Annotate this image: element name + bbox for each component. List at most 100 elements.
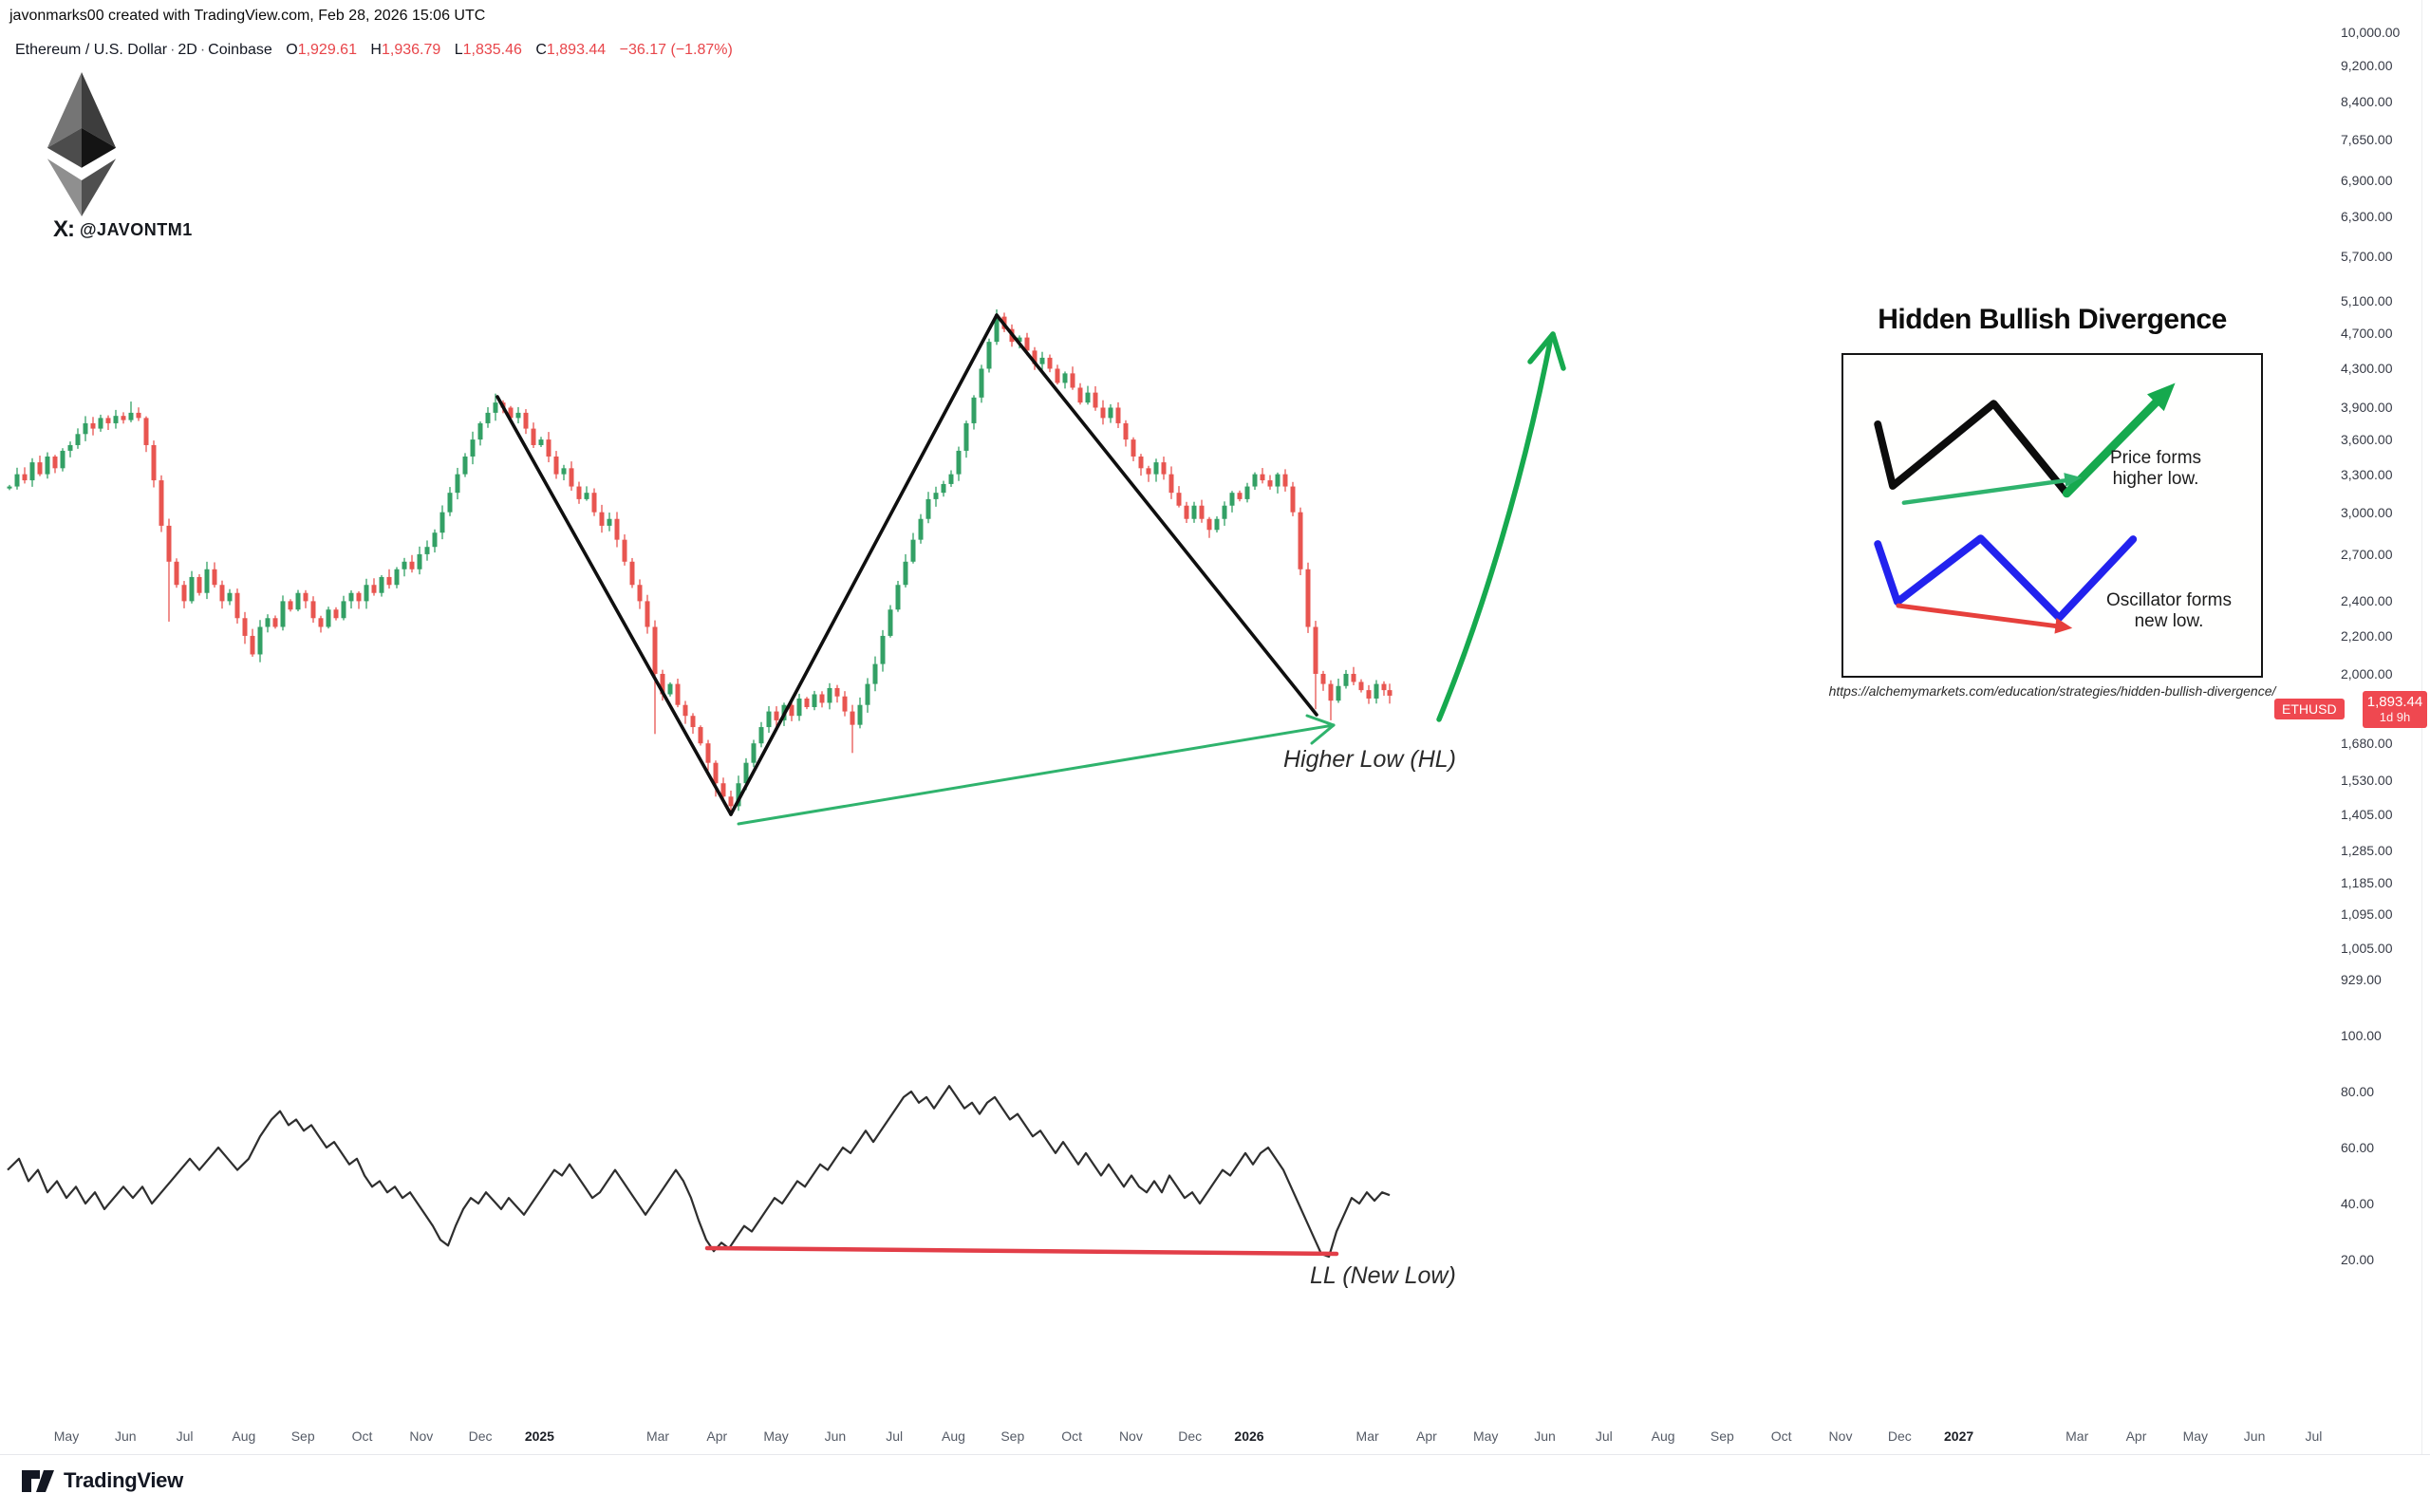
higher-low-annotation: Higher Low (HL) <box>1283 746 1457 773</box>
open-letter: O <box>286 42 298 58</box>
symbol-info-bar: Ethereum / U.S. Dollar · 2D · Coinbase O1,92… <box>15 42 733 59</box>
low-letter: L <box>454 42 463 58</box>
time-axis-month-label: Aug <box>1651 1428 1675 1444</box>
time-axis-month-label: Jul <box>176 1428 194 1444</box>
price-axis-tick: 7,650.00 <box>2341 131 2393 147</box>
inset-diagram-box <box>1841 353 2263 678</box>
time-axis-month-label: May <box>763 1428 789 1444</box>
bullish-projection-arrow-head <box>1527 331 1556 364</box>
price-axis-tick: 3,000.00 <box>2341 504 2393 520</box>
price-axis-tick: 1,185.00 <box>2341 874 2393 890</box>
source-url: https://alchemymarkets.com/education/str… <box>1828 683 2276 699</box>
bar-countdown: 1d 9h <box>2379 710 2411 724</box>
price-axis-tick: 6,300.00 <box>2341 209 2393 225</box>
price-axis-tick: 1,530.00 <box>2341 773 2393 789</box>
inset-higher-low-arrow <box>1901 477 2069 505</box>
price-axis-tick: 3,600.00 <box>2341 432 2393 448</box>
time-axis-year-label: 2025 <box>524 1428 554 1444</box>
separator-dot: · <box>170 42 176 58</box>
time-axis-month-label: Oct <box>1061 1428 1082 1444</box>
last-price-value: 1,893.44 <box>2366 694 2423 710</box>
time-axis-month-label: Nov <box>1118 1428 1143 1444</box>
time-axis-month-label: Jul <box>2305 1428 2323 1444</box>
bullish-projection-arrow-head <box>1550 331 1566 371</box>
time-axis-month-label: Aug <box>232 1428 256 1444</box>
ll-trendline[interactable] <box>704 1245 1339 1257</box>
time-axis-month-label: Mar <box>1355 1428 1379 1444</box>
time-axis-month-label: Apr <box>2125 1428 2147 1444</box>
time-axis-month-label: Dec <box>1178 1428 1203 1444</box>
tradingview-brand: TradingView <box>21 1466 183 1495</box>
candlestick-series <box>7 308 1393 815</box>
bullish-projection-arrow[interactable] <box>1436 334 1554 722</box>
higher-low-arrow[interactable] <box>737 723 1336 826</box>
high-value: 1,936.79 <box>381 42 441 58</box>
time-axis-month-label: Jul <box>886 1428 904 1444</box>
time-axis-month-label: May <box>2182 1428 2209 1444</box>
open-value: 1,929.61 <box>297 42 357 58</box>
price-trendline[interactable] <box>995 313 1318 717</box>
price-trendline[interactable] <box>495 395 733 816</box>
inset-oscillator-zigzag <box>1874 534 2138 622</box>
last-price-label[interactable]: 1,893.44 1d 9h <box>2363 691 2427 728</box>
time-axis-month-label: Oct <box>1770 1428 1792 1444</box>
tradingview-logo-text: TradingView <box>64 1468 183 1492</box>
credit-line: javonmarks00 created with TradingView.co… <box>9 8 486 24</box>
oscillator-note: Oscillator forms new low. <box>2106 590 2232 632</box>
time-axis-month-label: Aug <box>942 1428 965 1444</box>
price-axis-tick: 6,900.00 <box>2341 172 2393 188</box>
inset-title: Hidden Bullish Divergence <box>1878 304 2227 335</box>
price-axis-tick: 5,700.00 <box>2341 249 2393 265</box>
price-axis-tick: 9,200.00 <box>2341 58 2393 74</box>
time-axis-month-label: Dec <box>1887 1428 1912 1444</box>
price-axis-tick: 4,300.00 <box>2341 361 2393 377</box>
low-value: 1,835.46 <box>462 42 522 58</box>
time-axis-month-label: Jun <box>824 1428 847 1444</box>
higher-low-arrow-head <box>1310 723 1336 745</box>
inset-higher-low-arrow-head <box>2064 473 2083 487</box>
time-axis-year-label: 2026 <box>1234 1428 1264 1444</box>
time-axis-month-label: May <box>53 1428 80 1444</box>
symbol-title: Ethereum / U.S. Dollar <box>15 42 168 58</box>
time-axis-month-label: Apr <box>1415 1428 1437 1444</box>
price-axis-tick: 2,700.00 <box>2341 546 2393 562</box>
price-trendline[interactable] <box>729 313 999 816</box>
x-handle-text: @JAVONTM1 <box>80 219 193 239</box>
time-axis-month-label: Jun <box>1534 1428 1556 1444</box>
change-value: −36.17 (−1.87%) <box>619 42 733 58</box>
oscillator-line <box>7 1084 1391 1259</box>
price-axis-tick: 3,300.00 <box>2341 466 2393 482</box>
inset-new-low-arrow <box>1896 603 2060 629</box>
close-value: 1,893.44 <box>546 42 607 58</box>
symbol-badge[interactable]: ETHUSD <box>2274 699 2345 719</box>
ethereum-logo <box>47 72 117 216</box>
time-axis-month-label: Sep <box>290 1428 315 1444</box>
inset-breakout-arrow <box>2062 391 2167 498</box>
time-axis-month-label: Dec <box>468 1428 493 1444</box>
separator-dot: · <box>199 42 206 58</box>
price-axis-tick: 1,680.00 <box>2341 736 2393 752</box>
timeframe-label: 2D <box>178 42 197 58</box>
time-axis-month-label: Nov <box>1828 1428 1853 1444</box>
price-axis-tick: 4,700.00 <box>2341 326 2393 342</box>
time-axis-month-label: Nov <box>409 1428 434 1444</box>
price-axis-tick: 1,285.00 <box>2341 842 2393 858</box>
time-axis-month-label: Mar <box>645 1428 670 1444</box>
exchange-label: Coinbase <box>208 42 272 58</box>
price-axis-tick: 929.00 <box>2341 972 2382 988</box>
price-axis-tick: 60.00 <box>2341 1140 2375 1155</box>
price-axis-tick: 8,400.00 <box>2341 94 2393 110</box>
higher-low-arrow-head <box>1305 714 1336 727</box>
price-axis-tick: 3,900.00 <box>2341 400 2393 416</box>
price-axis-tick: 40.00 <box>2341 1196 2375 1211</box>
inset-breakout-arrow-head <box>2147 383 2176 412</box>
time-axis-month-label: Oct <box>351 1428 373 1444</box>
time-axis-separator <box>0 1454 2430 1455</box>
time-axis-month-label: Mar <box>2066 1428 2089 1444</box>
time-axis-month-label: Sep <box>1710 1428 1734 1444</box>
price-note: Price forms higher low. <box>2109 448 2202 490</box>
time-axis-month-label: Sep <box>1000 1428 1025 1444</box>
divergence-diagram <box>1874 383 2176 634</box>
